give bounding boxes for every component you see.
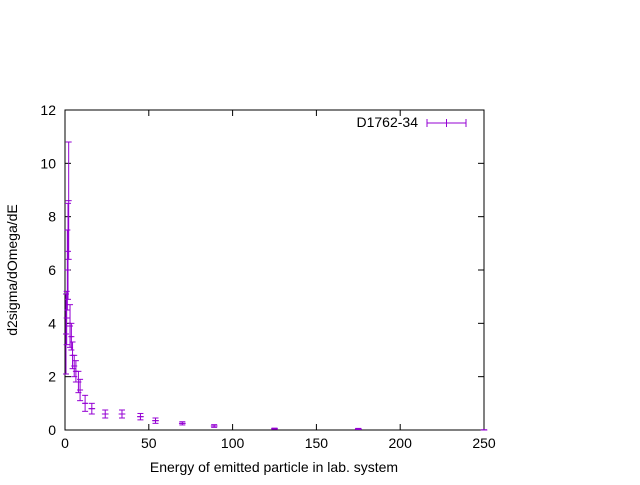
x-axis-ticks: 0 50 100 150 200 250 bbox=[61, 110, 496, 451]
data-point bbox=[88, 403, 95, 414]
x-axis-label: Energy of emitted particle in lab. syste… bbox=[150, 459, 398, 475]
plot-frame bbox=[65, 110, 484, 430]
data-point bbox=[152, 418, 159, 423]
x-tick-label: 50 bbox=[141, 435, 157, 451]
data-point bbox=[211, 425, 218, 428]
data-point bbox=[65, 203, 71, 299]
y-tick-label: 10 bbox=[40, 155, 56, 171]
data-point bbox=[137, 413, 144, 419]
y-axis-label: d2sigma/dOmega/dE bbox=[4, 204, 20, 336]
data-point bbox=[67, 305, 73, 348]
y-tick-label: 6 bbox=[48, 262, 56, 278]
x-tick-label: 250 bbox=[472, 435, 496, 451]
legend: D1762-34 bbox=[357, 114, 467, 130]
y-tick-label: 2 bbox=[48, 369, 56, 385]
x-tick-label: 100 bbox=[221, 435, 245, 451]
y-tick-label: 12 bbox=[40, 102, 56, 118]
x-tick-label: 200 bbox=[389, 435, 413, 451]
y-tick-label: 8 bbox=[48, 209, 56, 225]
legend-sample bbox=[427, 119, 466, 127]
x-tick-label: 0 bbox=[61, 435, 69, 451]
y-tick-label: 0 bbox=[48, 422, 56, 438]
data-point bbox=[68, 323, 74, 350]
data-point bbox=[179, 422, 186, 425]
data-point bbox=[63, 294, 69, 374]
x-tick-label: 150 bbox=[305, 435, 329, 451]
y-axis-ticks: 0 2 4 6 8 10 12 bbox=[40, 102, 484, 438]
data-series bbox=[63, 142, 487, 430]
y-tick-label: 4 bbox=[48, 315, 56, 331]
data-point bbox=[119, 410, 126, 418]
data-point bbox=[271, 428, 278, 429]
data-point bbox=[355, 428, 362, 429]
data-point bbox=[66, 142, 72, 259]
legend-label: D1762-34 bbox=[357, 114, 419, 130]
data-point bbox=[102, 410, 109, 418]
data-point bbox=[82, 395, 88, 411]
